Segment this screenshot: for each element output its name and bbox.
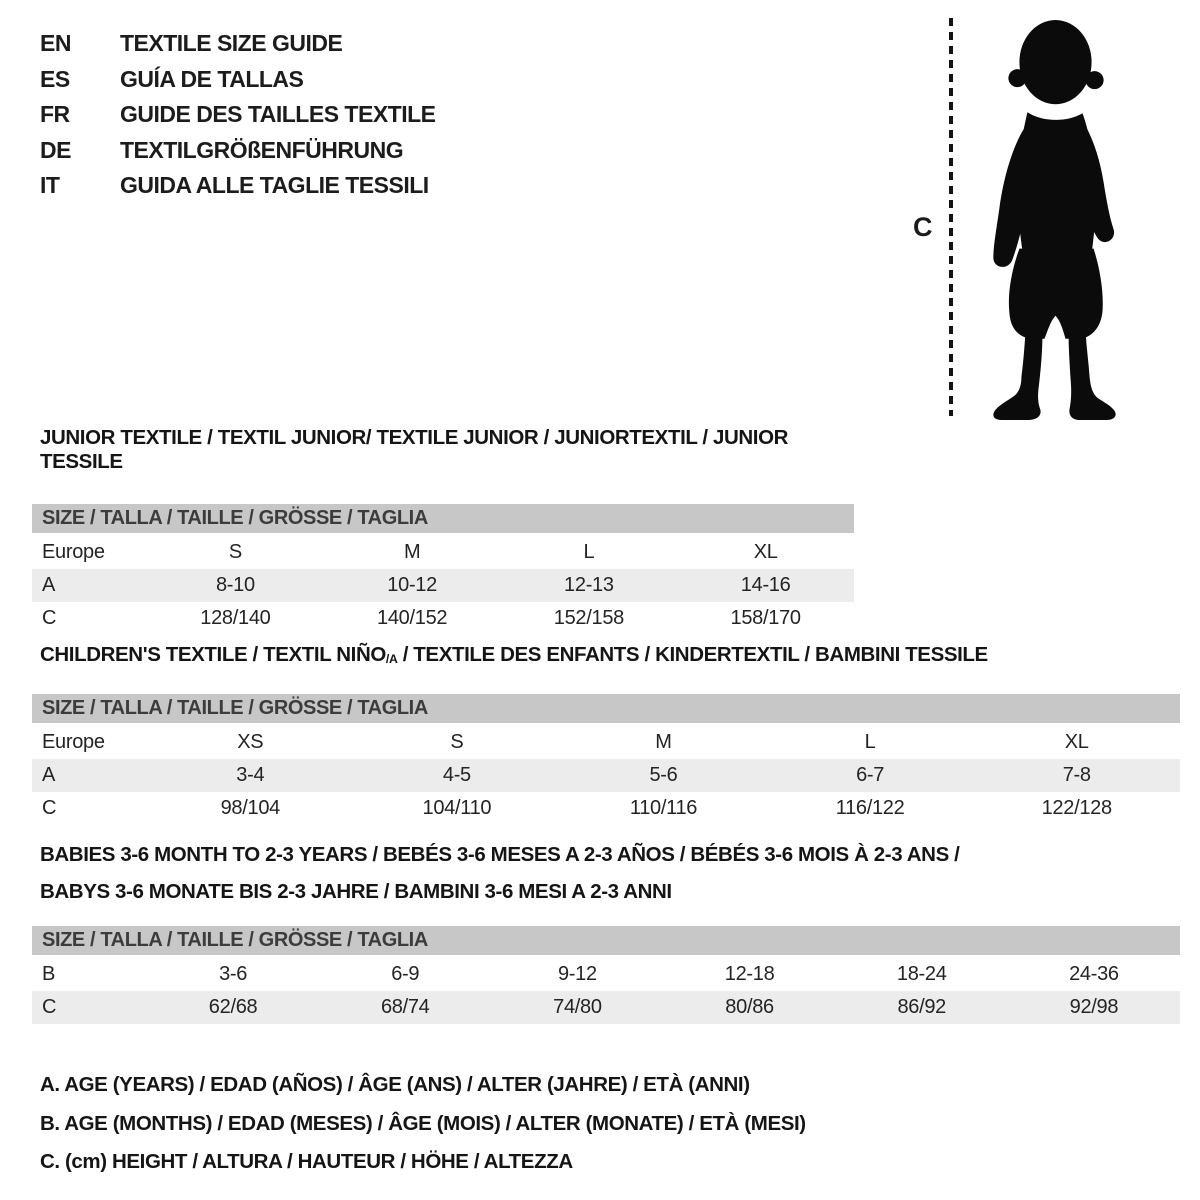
language-code: DE xyxy=(40,136,71,163)
table-cell: 7-8 xyxy=(1062,764,1091,786)
table-cell: 12-13 xyxy=(564,574,614,596)
language-title: TEXTILE SIZE GUIDE xyxy=(120,30,343,56)
table-cell: 110/116 xyxy=(629,797,698,819)
babies-textile-section: BABIES 3-6 MONTH TO 2-3 YEARS / BEBÉS 3-… xyxy=(32,843,1180,1024)
row-label: A xyxy=(42,574,56,596)
row-label: Europe xyxy=(42,541,105,563)
size-header-bar: SIZE / TALLA / TAILLE / GRÖSSE / TAGLIA xyxy=(32,504,854,533)
table-cell: M xyxy=(655,731,672,753)
row-label: Europe xyxy=(42,731,105,753)
language-code: ES xyxy=(40,65,70,92)
table-cell: L xyxy=(583,541,595,563)
table-cell: 12-18 xyxy=(724,963,775,985)
children-size-table: SIZE / TALLA / TAILLE / GRÖSSE / TAGLIA … xyxy=(32,694,1180,825)
table-cell: 98/104 xyxy=(220,797,281,819)
table-row-height: C 128/140 140/152 152/158 158/170 xyxy=(32,602,854,635)
table-cell: 158/170 xyxy=(730,607,802,629)
table-cell: 3-6 xyxy=(219,963,248,985)
language-title: GUIDA ALLE TAGLIE TESSILI xyxy=(120,172,429,198)
table-cell: 14-16 xyxy=(740,574,791,596)
size-header-bar: SIZE / TALLA / TAILLE / GRÖSSE / TAGLIA xyxy=(32,926,1180,955)
table-row-europe: Europe XS S M L XL xyxy=(32,726,1180,759)
babies-size-table: SIZE / TALLA / TAILLE / GRÖSSE / TAGLIA … xyxy=(32,926,1180,1024)
height-measure-dashed-line xyxy=(949,18,953,416)
table-cell: 18-24 xyxy=(896,963,947,985)
table-row-height: C 98/104 104/110 110/116 116/122 122/128 xyxy=(32,792,1180,825)
language-row-it: IT GUIDA ALLE TAGLIE TESSILI xyxy=(40,168,436,204)
language-row-en: EN TEXTILE SIZE GUIDE xyxy=(40,26,436,62)
language-title: GUIDE DES TAILLES TEXTILE xyxy=(120,101,436,127)
row-label: A xyxy=(42,764,56,786)
language-header: EN TEXTILE SIZE GUIDE ES GUÍA DE TALLAS … xyxy=(40,26,436,204)
legend-line-a: A. AGE (YEARS) / EDAD (AÑOS) / ÂGE (ANS)… xyxy=(40,1073,750,1096)
childrens-textile-section: CHILDREN'S TEXTILE / TEXTIL NIÑO/A / TEX… xyxy=(32,643,1180,825)
table-cell: 24-36 xyxy=(1069,963,1119,985)
language-row-es: ES GUÍA DE TALLAS xyxy=(40,62,436,98)
language-row-fr: FR GUIDE DES TAILLES TEXTILE xyxy=(40,97,436,133)
toddler-silhouette-icon xyxy=(993,20,1116,420)
table-cell: L xyxy=(864,731,876,753)
legend-line-b: B. AGE (MONTHS) / EDAD (MESES) / ÂGE (MO… xyxy=(40,1111,806,1135)
section-title-text: BABIES 3-6 MONTH TO 2-3 YEARS / BEBÉS 3-… xyxy=(40,843,960,866)
row-label: C xyxy=(42,607,57,629)
table-cell: S xyxy=(228,541,242,563)
height-measure-figure: C xyxy=(905,14,1170,426)
table-row-europe: Europe S M L XL xyxy=(32,536,854,569)
table-cell: 140/152 xyxy=(377,607,448,629)
junior-size-table: SIZE / TALLA / TAILLE / GRÖSSE / TAGLIA … xyxy=(32,504,854,635)
size-header-bar: SIZE / TALLA / TAILLE / GRÖSSE / TAGLIA xyxy=(32,694,1180,723)
table-cell: 128/140 xyxy=(200,607,271,629)
language-title: TEXTILGRÖßENFÜHRUNG xyxy=(120,136,404,163)
table-cell: 80/86 xyxy=(725,996,774,1018)
table-cell: XL xyxy=(1064,731,1089,753)
table-row-age: A 3-4 4-5 5-6 6-7 7-8 xyxy=(32,759,1180,792)
table-row-height: C 62/68 68/74 74/80 80/86 86/92 92/98 xyxy=(32,991,1180,1024)
legend-line-c: C. (cm) HEIGHT / ALTURA / HAUTEUR / HÖHE… xyxy=(40,1150,573,1173)
language-code: EN xyxy=(40,30,71,56)
section-title-text: JUNIOR TEXTILE / TEXTIL JUNIOR/ TEXTILE … xyxy=(40,426,789,473)
section-title-text: / TEXTILE DES ENFANTS / KINDERTEXTIL / B… xyxy=(397,643,989,666)
language-code: FR xyxy=(40,101,70,127)
table-cell: 92/98 xyxy=(1069,996,1119,1018)
table-cell: 86/92 xyxy=(897,996,947,1018)
table-cell: M xyxy=(403,541,421,563)
section-title-text: CHILDREN'S TEXTILE / TEXTIL NIÑO xyxy=(40,643,386,666)
row-label: C xyxy=(42,797,57,819)
table-cell: 5-6 xyxy=(649,764,678,786)
table-cell: 62/68 xyxy=(208,996,258,1018)
table-cell: 9-12 xyxy=(557,963,597,985)
table-cell: 10-12 xyxy=(387,574,437,596)
language-title: GUÍA DE TALLAS xyxy=(120,65,304,92)
table-cell: 116/122 xyxy=(835,797,905,819)
table-cell: 3-4 xyxy=(236,764,265,786)
table-cell: 104/110 xyxy=(422,797,492,819)
table-row-age: A 8-10 10-12 12-13 14-16 xyxy=(32,569,854,602)
table-cell: 74/80 xyxy=(553,996,602,1018)
section-title-junior: JUNIOR TEXTILE / TEXTIL JUNIOR/ TEXTILE … xyxy=(32,426,854,474)
section-title-subscript: /A xyxy=(385,652,398,667)
legend: A. AGE (YEARS) / EDAD (AÑOS) / ÂGE (ANS)… xyxy=(40,1066,806,1182)
section-title-children: CHILDREN'S TEXTILE / TEXTIL NIÑO/A / TEX… xyxy=(32,643,1180,667)
row-label: B xyxy=(42,963,56,985)
table-cell: 4-5 xyxy=(442,764,471,786)
row-label: C xyxy=(42,996,57,1018)
table-row-age-months: B 3-6 6-9 9-12 12-18 18-24 24-36 xyxy=(32,958,1180,991)
table-cell: 152/158 xyxy=(553,607,625,629)
language-code: IT xyxy=(40,172,60,198)
language-row-de: DE TEXTILGRÖßENFÜHRUNG xyxy=(40,133,436,169)
table-cell: 8-10 xyxy=(215,574,255,596)
table-cell: S xyxy=(450,731,464,753)
table-cell: XL xyxy=(753,541,778,563)
table-cell: 68/74 xyxy=(380,996,430,1018)
table-cell: 122/128 xyxy=(1041,797,1113,819)
measure-label-c: C xyxy=(913,212,933,242)
table-cell: XS xyxy=(237,731,264,753)
table-cell: 6-7 xyxy=(856,764,885,786)
section-title-babies: BABIES 3-6 MONTH TO 2-3 YEARS / BEBÉS 3-… xyxy=(32,843,1180,867)
table-cell: 6-9 xyxy=(391,963,420,985)
section-title-babies-line2: BABYS 3-6 MONATE BIS 2-3 JAHRE / BAMBINI… xyxy=(32,880,1180,904)
section-title-text: BABYS 3-6 MONATE BIS 2-3 JAHRE / BAMBINI… xyxy=(40,880,672,903)
junior-textile-section: JUNIOR TEXTILE / TEXTIL JUNIOR/ TEXTILE … xyxy=(32,426,854,635)
